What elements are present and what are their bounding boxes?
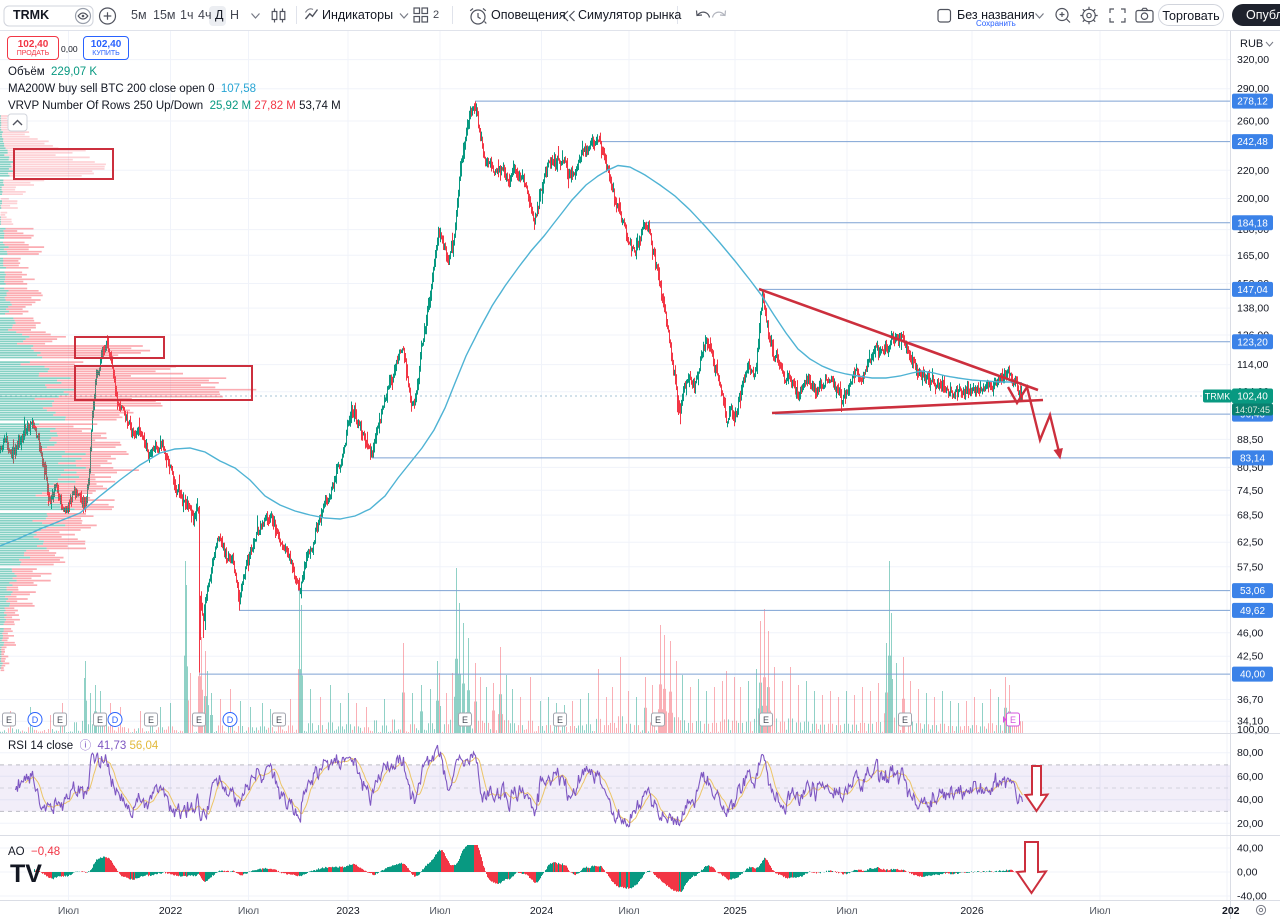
svg-text:TV: TV bbox=[10, 860, 42, 888]
svg-text:E: E bbox=[902, 715, 908, 725]
svg-text:34,10: 34,10 bbox=[1237, 716, 1263, 728]
svg-text:Июл: Июл bbox=[58, 905, 79, 917]
svg-text:Июл: Июл bbox=[238, 905, 259, 917]
svg-text:40,00: 40,00 bbox=[1240, 670, 1265, 681]
svg-text:Июл: Июл bbox=[429, 905, 450, 917]
svg-text:E: E bbox=[655, 715, 661, 725]
svg-text:138,00: 138,00 bbox=[1237, 303, 1269, 315]
svg-text:53,06: 53,06 bbox=[1240, 586, 1265, 597]
svg-text:E: E bbox=[763, 715, 769, 725]
svg-text:D: D bbox=[112, 715, 119, 725]
svg-text:290,00: 290,00 bbox=[1237, 83, 1269, 95]
svg-text:278,12: 278,12 bbox=[1237, 97, 1268, 108]
svg-text:2026: 2026 bbox=[960, 905, 984, 917]
svg-text:220,00: 220,00 bbox=[1237, 165, 1269, 177]
svg-text:147,04: 147,04 bbox=[1237, 285, 1268, 296]
svg-text:TRMK: TRMK bbox=[1205, 392, 1231, 402]
svg-text:102,40: 102,40 bbox=[1237, 392, 1268, 403]
svg-text:42,50: 42,50 bbox=[1237, 651, 1263, 663]
svg-text:-40,00: -40,00 bbox=[1237, 891, 1267, 903]
svg-text:184,18: 184,18 bbox=[1237, 218, 1268, 229]
svg-text:60,00: 60,00 bbox=[1237, 771, 1263, 783]
svg-text:62,50: 62,50 bbox=[1237, 537, 1263, 549]
svg-text:E: E bbox=[276, 715, 282, 725]
svg-text:Июл: Июл bbox=[1089, 905, 1110, 917]
svg-text:D: D bbox=[32, 715, 39, 725]
svg-text:200,00: 200,00 bbox=[1237, 193, 1269, 205]
svg-text:2023: 2023 bbox=[336, 905, 360, 917]
svg-text:20,00: 20,00 bbox=[1237, 818, 1263, 830]
svg-text:E: E bbox=[57, 715, 63, 725]
svg-text:E: E bbox=[462, 715, 468, 725]
svg-text:46,00: 46,00 bbox=[1237, 627, 1263, 639]
svg-text:E: E bbox=[557, 715, 563, 725]
svg-text:100,00: 100,00 bbox=[1237, 724, 1269, 736]
svg-text:E: E bbox=[6, 715, 12, 725]
svg-text:2024: 2024 bbox=[530, 905, 554, 917]
svg-text:E: E bbox=[196, 715, 202, 725]
svg-text:165,00: 165,00 bbox=[1237, 250, 1269, 262]
svg-text:E: E bbox=[97, 715, 103, 725]
svg-text:0,00: 0,00 bbox=[1237, 867, 1258, 879]
svg-text:2022: 2022 bbox=[159, 905, 183, 917]
svg-text:260,00: 260,00 bbox=[1237, 116, 1269, 128]
svg-text:D: D bbox=[227, 715, 234, 725]
svg-text:Июл: Июл bbox=[836, 905, 857, 917]
svg-text:202: 202 bbox=[1222, 905, 1240, 917]
svg-text:242,48: 242,48 bbox=[1237, 137, 1268, 148]
svg-text:36,70: 36,70 bbox=[1237, 694, 1263, 706]
svg-text:49,62: 49,62 bbox=[1240, 606, 1265, 617]
svg-text:83,14: 83,14 bbox=[1240, 454, 1265, 465]
svg-text:320,00: 320,00 bbox=[1237, 54, 1269, 66]
svg-text:40,00: 40,00 bbox=[1237, 843, 1263, 855]
svg-text:88,50: 88,50 bbox=[1237, 434, 1263, 446]
svg-text:74,50: 74,50 bbox=[1237, 485, 1263, 497]
svg-text:E: E bbox=[148, 715, 154, 725]
svg-text:123,20: 123,20 bbox=[1237, 337, 1268, 348]
svg-text:68,50: 68,50 bbox=[1237, 510, 1263, 522]
svg-text:Июл: Июл bbox=[618, 905, 639, 917]
svg-text:E: E bbox=[1010, 715, 1016, 725]
svg-text:80,00: 80,00 bbox=[1237, 747, 1263, 759]
svg-text:2025: 2025 bbox=[723, 905, 747, 917]
svg-text:114,00: 114,00 bbox=[1237, 359, 1268, 371]
svg-text:14:07:45: 14:07:45 bbox=[1235, 405, 1270, 415]
svg-text:57,50: 57,50 bbox=[1237, 561, 1263, 573]
svg-text:RUB: RUB bbox=[1240, 38, 1263, 50]
svg-text:40,00: 40,00 bbox=[1237, 794, 1263, 806]
